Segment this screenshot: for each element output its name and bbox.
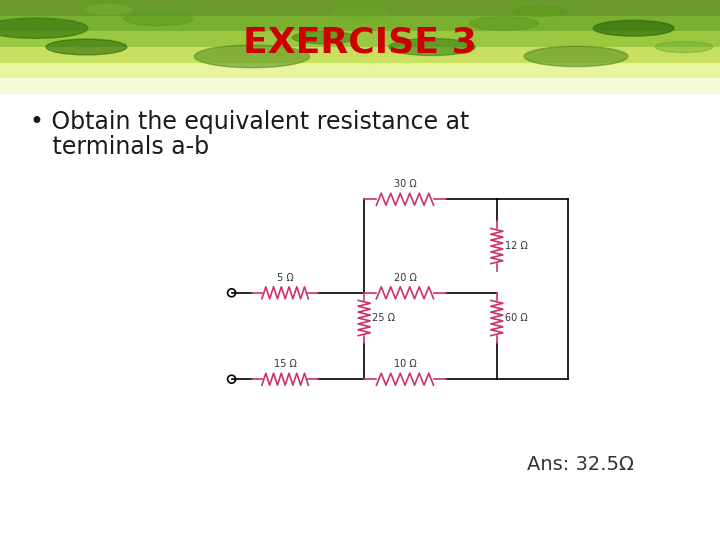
Ellipse shape [514,6,566,16]
Ellipse shape [194,45,310,68]
Bar [0,63,720,78]
Ellipse shape [331,9,389,20]
Bar [0,16,720,31]
Text: 25 Ω: 25 Ω [372,313,395,323]
Text: 12 Ω: 12 Ω [505,241,528,251]
Ellipse shape [85,5,131,14]
Ellipse shape [124,12,193,25]
Text: • Obtain the equivalent resistance at: • Obtain the equivalent resistance at [30,110,469,134]
Bar [0,47,720,63]
Text: 20 Ω: 20 Ω [394,273,416,283]
Ellipse shape [593,21,674,36]
Ellipse shape [46,39,127,55]
Bar [0,78,720,94]
Bar [0,31,720,47]
Text: Ans: 32.5Ω: Ans: 32.5Ω [526,456,634,475]
Text: 30 Ω: 30 Ω [394,179,416,189]
Text: 10 Ω: 10 Ω [394,359,416,369]
Text: 5 Ω: 5 Ω [276,273,294,283]
Text: 60 Ω: 60 Ω [505,313,528,323]
Text: EXERCISE 3: EXERCISE 3 [243,25,477,59]
Bar [0,0,720,16]
Ellipse shape [524,46,628,66]
Bar [0,94,720,540]
Text: 15 Ω: 15 Ω [274,359,297,369]
Ellipse shape [389,38,475,56]
Ellipse shape [655,42,713,52]
Ellipse shape [292,31,356,44]
Ellipse shape [0,18,88,38]
Text: terminals a-b: terminals a-b [30,135,209,159]
Ellipse shape [469,17,539,30]
